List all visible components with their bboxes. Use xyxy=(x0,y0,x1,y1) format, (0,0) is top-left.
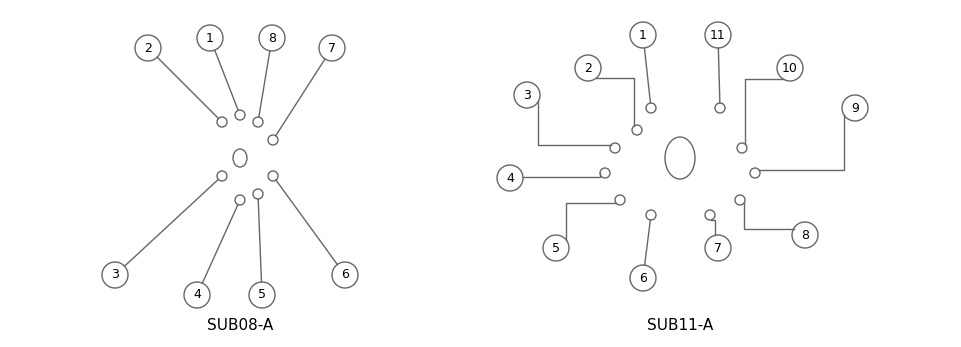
Text: 10: 10 xyxy=(781,61,797,75)
Text: 2: 2 xyxy=(144,42,152,54)
Text: 5: 5 xyxy=(552,242,559,254)
Text: SUB11-A: SUB11-A xyxy=(646,318,712,332)
Text: 8: 8 xyxy=(268,32,276,44)
Text: 11: 11 xyxy=(709,28,726,42)
Text: 1: 1 xyxy=(638,28,646,42)
Text: 3: 3 xyxy=(523,88,530,102)
Text: 3: 3 xyxy=(111,269,119,281)
Text: 7: 7 xyxy=(713,242,722,254)
Text: 8: 8 xyxy=(801,229,808,242)
Text: 4: 4 xyxy=(193,288,201,302)
Text: 2: 2 xyxy=(583,61,591,75)
Text: 1: 1 xyxy=(206,32,213,44)
Text: SUB08-A: SUB08-A xyxy=(207,318,273,332)
Text: 6: 6 xyxy=(638,271,646,285)
Text: 5: 5 xyxy=(258,288,266,302)
Text: 9: 9 xyxy=(850,102,858,115)
Text: 4: 4 xyxy=(505,171,513,185)
Text: 7: 7 xyxy=(328,42,335,54)
Text: 6: 6 xyxy=(341,269,349,281)
